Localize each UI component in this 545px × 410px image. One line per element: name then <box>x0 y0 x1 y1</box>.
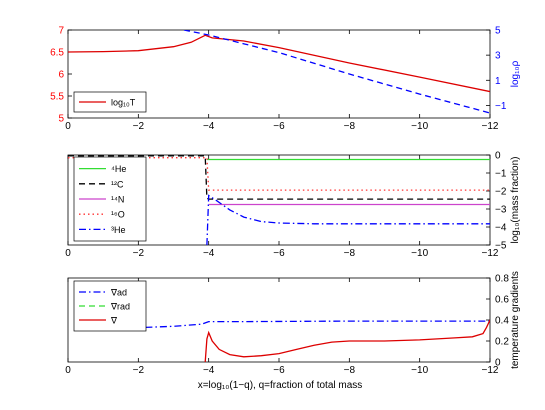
legend-label: ¹⁴N <box>111 195 124 205</box>
x-tick-label: 0 <box>65 248 71 259</box>
series-line <box>68 157 490 191</box>
y-right-tick-label: 0.8 <box>495 274 509 285</box>
y-right-tick-label: −5 <box>495 241 507 252</box>
y-right-tick-label: −1 <box>495 169 507 180</box>
y-right-axis-label: log₁₀ρ <box>510 60 521 87</box>
x-tick-label: −8 <box>344 121 356 132</box>
y-right-tick-label: 0 <box>495 151 501 162</box>
x-tick-label: 0 <box>65 365 71 376</box>
y-left-tick-label: 5.5 <box>50 92 64 103</box>
legend-label: ³He <box>111 225 126 235</box>
x-tick-label: −12 <box>482 121 499 132</box>
y-right-tick-label: 0.2 <box>495 337 509 348</box>
series-line <box>183 30 490 114</box>
y-right-tick-label: 0.4 <box>495 316 509 327</box>
series-line <box>204 319 490 362</box>
x-tick-label: −6 <box>273 121 285 132</box>
series-line <box>68 155 490 200</box>
x-tick-label: −4 <box>203 248 215 259</box>
x-tick-label: −6 <box>273 365 285 376</box>
x-tick-label: 0 <box>65 121 71 132</box>
y-right-tick-label: 0 <box>495 358 501 369</box>
legend-box <box>73 91 147 113</box>
x-tick-label: −10 <box>411 365 428 376</box>
x-tick-label: −4 <box>203 365 215 376</box>
legend-label: ∇ad <box>110 288 127 298</box>
y-left-tick-label: 7 <box>58 26 64 37</box>
legend-label: ¹²C <box>111 179 124 189</box>
x-tick-label: −10 <box>411 248 428 259</box>
panel-top: 0 −2 −4 −6 −8 −10 −12 5 5.5 6 6.5 7 −1 1 3 5 log₁₀ρ log₁₀… <box>50 26 521 133</box>
y-right-tick-label: 3 <box>495 51 501 62</box>
legend-label: ¹⁶O <box>111 210 125 220</box>
y-right-tick-label: −1 <box>495 101 507 112</box>
x-tick-label: −12 <box>482 248 499 259</box>
x-tick-label: −8 <box>344 248 356 259</box>
x-tick-label: −12 <box>482 365 499 376</box>
y-right-tick-label: −3 <box>495 205 507 216</box>
y-right-axis-label: temperature gradients <box>510 271 521 369</box>
x-tick-label: −10 <box>411 121 428 132</box>
x-tick-label: −2 <box>133 248 145 259</box>
y-left-tick-label: 6.5 <box>50 48 64 59</box>
x-tick-label: −2 <box>133 121 145 132</box>
y-right-tick-label: −4 <box>495 223 507 234</box>
series-line <box>68 34 490 93</box>
series-line <box>206 194 490 245</box>
x-tick-label: −6 <box>273 248 285 259</box>
legend-label: ∇ <box>110 316 118 326</box>
y-right-tick-label: 0.6 <box>495 295 509 306</box>
y-right-tick-label: 5 <box>495 26 501 37</box>
y-left-tick-label: 5 <box>58 114 64 125</box>
y-left-tick-label: 6 <box>58 70 64 81</box>
legend-label: log₁₀T <box>111 98 136 108</box>
y-right-tick-label: −2 <box>495 187 507 198</box>
x-tick-label: −4 <box>203 121 215 132</box>
legend-box <box>73 280 147 332</box>
x-tick-label: −2 <box>133 365 145 376</box>
x-tick-label: −8 <box>344 365 356 376</box>
y-right-axis-label: log₁₀(mass fraction) <box>510 157 521 244</box>
y-right-tick-label: 1 <box>495 76 501 87</box>
x-axis-label: x=log₁₀(1−q), q=fraction of total mass <box>198 380 363 391</box>
legend-label: ⁴He <box>111 164 126 174</box>
legend-label: ∇rad <box>110 302 130 312</box>
